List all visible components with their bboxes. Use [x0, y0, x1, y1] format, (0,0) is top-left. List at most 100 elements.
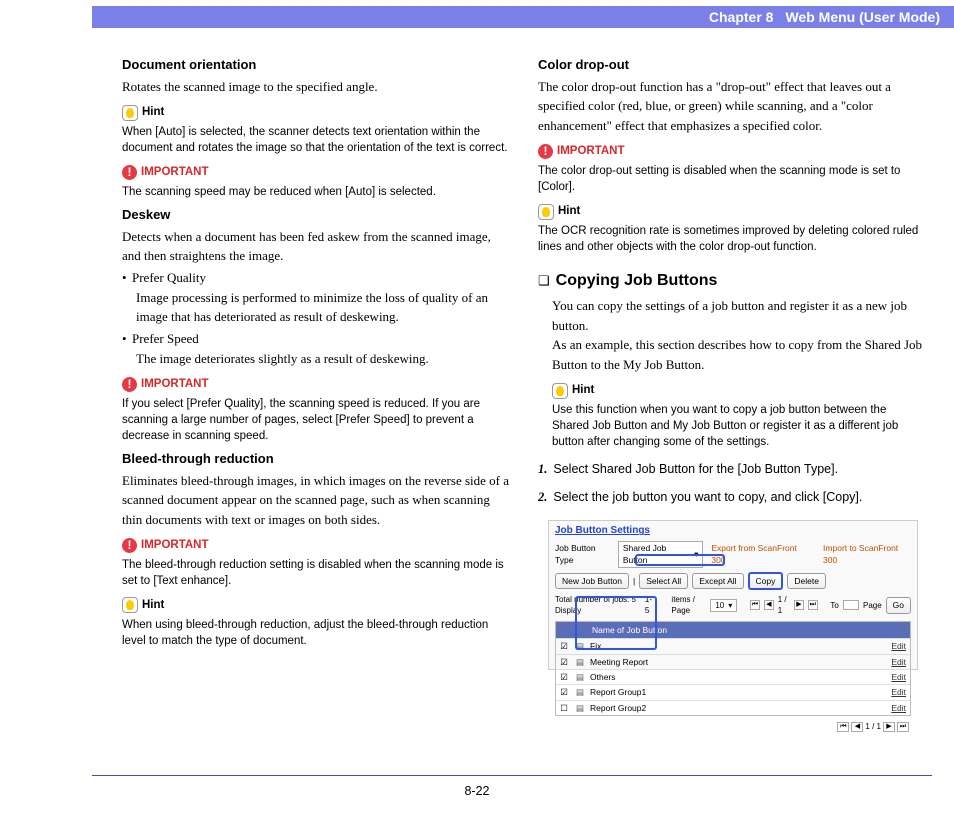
- hint-block: Hint: [122, 597, 510, 614]
- job-icon: ▤: [572, 686, 588, 698]
- ss-type-row: Job Button Type Shared Job Button ▾ Expo…: [549, 539, 917, 570]
- highlight-box: [635, 554, 725, 566]
- option-desc: Image processing is performed to minimiz…: [122, 288, 510, 327]
- hint-text: When using bleed-through reduction, adju…: [122, 617, 510, 649]
- pager-next-icon[interactable]: ▶: [794, 600, 804, 610]
- important-text: If you select [Prefer Quality], the scan…: [122, 396, 510, 444]
- table-row: ☑▤Meeting ReportEdit: [556, 654, 910, 669]
- desc-deskew: Detects when a document has been fed ask…: [122, 227, 510, 266]
- important-block: ! IMPORTANT: [122, 164, 510, 181]
- bulb-icon: [122, 597, 138, 613]
- go-button[interactable]: Go: [886, 597, 911, 613]
- select-all-button[interactable]: Select All: [639, 573, 688, 589]
- copy-button[interactable]: Copy: [748, 572, 784, 590]
- row-name: Meeting Report: [588, 655, 876, 669]
- row-name: Report Group2: [588, 701, 876, 715]
- col-edit: [876, 622, 910, 638]
- hint-block: Hint: [538, 203, 926, 220]
- pager-next-icon[interactable]: ▶: [883, 722, 895, 732]
- table-row: ☑▤Report Group1Edit: [556, 684, 910, 699]
- new-job-button[interactable]: New Job Button: [555, 573, 629, 589]
- step-number: 1.: [538, 460, 547, 478]
- section-p2: As an example, this section describes ho…: [538, 335, 926, 374]
- edit-link[interactable]: Edit: [876, 702, 910, 714]
- important-text: The color drop-out setting is disabled w…: [538, 163, 926, 195]
- heading-bleed: Bleed-through reduction: [122, 450, 510, 469]
- except-all-button[interactable]: Except All: [692, 573, 743, 589]
- delete-button[interactable]: Delete: [787, 573, 826, 589]
- option-desc: The image deteriorates slightly as a res…: [122, 349, 510, 369]
- table-row: ☑▤OthersEdit: [556, 669, 910, 684]
- row-checkbox[interactable]: ☑: [556, 686, 572, 698]
- heading-dropout: Color drop-out: [538, 56, 926, 75]
- hint-text: When [Auto] is selected, the scanner det…: [122, 124, 510, 156]
- step-row: 2. Select the job button you want to cop…: [538, 488, 926, 506]
- pager-last-icon[interactable]: ⏭: [897, 722, 909, 732]
- important-text: The scanning speed may be reduced when […: [122, 184, 510, 200]
- exclaim-icon: !: [122, 538, 137, 553]
- export-link[interactable]: Export from ScanFront 300: [711, 542, 809, 567]
- footer-rule: [92, 775, 932, 776]
- chapter-number: Chapter 8: [709, 9, 774, 25]
- section-p1: You can copy the settings of a job butto…: [538, 296, 926, 335]
- exclaim-icon: !: [538, 144, 553, 159]
- exclaim-icon: !: [122, 165, 137, 180]
- pager-first-icon[interactable]: ⏮: [837, 722, 849, 732]
- hint-label: Hint: [142, 597, 164, 614]
- heading-deskew: Deskew: [122, 206, 510, 225]
- important-label: IMPORTANT: [141, 376, 209, 393]
- desc-dropout: The color drop-out function has a "drop-…: [538, 77, 926, 136]
- list-item: • Prefer Quality: [122, 269, 510, 288]
- bulb-icon: [122, 105, 138, 121]
- pager-prev-icon[interactable]: ◀: [851, 722, 863, 732]
- page-input[interactable]: [843, 600, 859, 610]
- pager-first-icon[interactable]: ⏮: [750, 600, 760, 610]
- row-checkbox[interactable]: ☑: [556, 640, 572, 652]
- job-icon: ▤: [572, 656, 588, 668]
- page-size-select[interactable]: 10▾: [710, 599, 737, 613]
- hint-label: Hint: [572, 382, 594, 399]
- import-link[interactable]: Import to ScanFront 300: [823, 542, 911, 567]
- section-heading: ❏ Copying Job Buttons: [538, 269, 926, 292]
- important-label: IMPORTANT: [141, 164, 209, 181]
- ss-type-label: Job Button Type: [555, 542, 614, 567]
- pager-last-icon[interactable]: ⏭: [808, 600, 818, 610]
- job-icon: ▤: [572, 671, 588, 683]
- hint-label: Hint: [142, 104, 164, 121]
- important-label: IMPORTANT: [141, 537, 209, 554]
- edit-link[interactable]: Edit: [876, 656, 910, 668]
- heading-doc-orientation: Document orientation: [122, 56, 510, 75]
- important-block: ! IMPORTANT: [538, 143, 926, 160]
- ss-title: Job Button Settings: [549, 521, 917, 539]
- hint-block: Hint: [538, 382, 926, 399]
- highlight-box: [575, 596, 657, 650]
- step-row: 1. Select Shared Job Button for the [Job…: [538, 460, 926, 478]
- important-block: ! IMPORTANT: [122, 376, 510, 393]
- hint-block: Hint: [122, 104, 510, 121]
- row-name: Report Group1: [588, 685, 876, 699]
- chapter-header: Chapter 8 Web Menu (User Mode): [92, 6, 954, 28]
- table-row: ☐▤Report Group2Edit: [556, 700, 910, 715]
- section-title: Copying Job Buttons: [556, 269, 718, 292]
- chapter-title: Web Menu (User Mode): [785, 9, 940, 25]
- ss-button-row: New Job Button | Select All Except All C…: [549, 570, 917, 592]
- step-number: 2.: [538, 488, 547, 506]
- row-name: Others: [588, 670, 876, 684]
- exclaim-icon: !: [122, 377, 137, 392]
- edit-link[interactable]: Edit: [876, 640, 910, 652]
- bulb-icon: [538, 204, 554, 220]
- edit-link[interactable]: Edit: [876, 671, 910, 683]
- row-checkbox[interactable]: ☑: [556, 671, 572, 683]
- edit-link[interactable]: Edit: [876, 686, 910, 698]
- option-label: Prefer Speed: [132, 330, 510, 349]
- hint-text: Use this function when you want to copy …: [538, 402, 926, 450]
- page-content: Document orientation Rotates the scanned…: [122, 56, 932, 670]
- hint-label: Hint: [558, 203, 580, 220]
- pager-prev-icon[interactable]: ◀: [764, 600, 774, 610]
- row-checkbox[interactable]: ☑: [556, 656, 572, 668]
- important-text: The bleed-through reduction setting is d…: [122, 557, 510, 589]
- page-number: 8-22: [0, 784, 954, 798]
- list-item: • Prefer Speed: [122, 330, 510, 349]
- row-checkbox[interactable]: ☐: [556, 702, 572, 714]
- left-column: Document orientation Rotates the scanned…: [122, 56, 510, 670]
